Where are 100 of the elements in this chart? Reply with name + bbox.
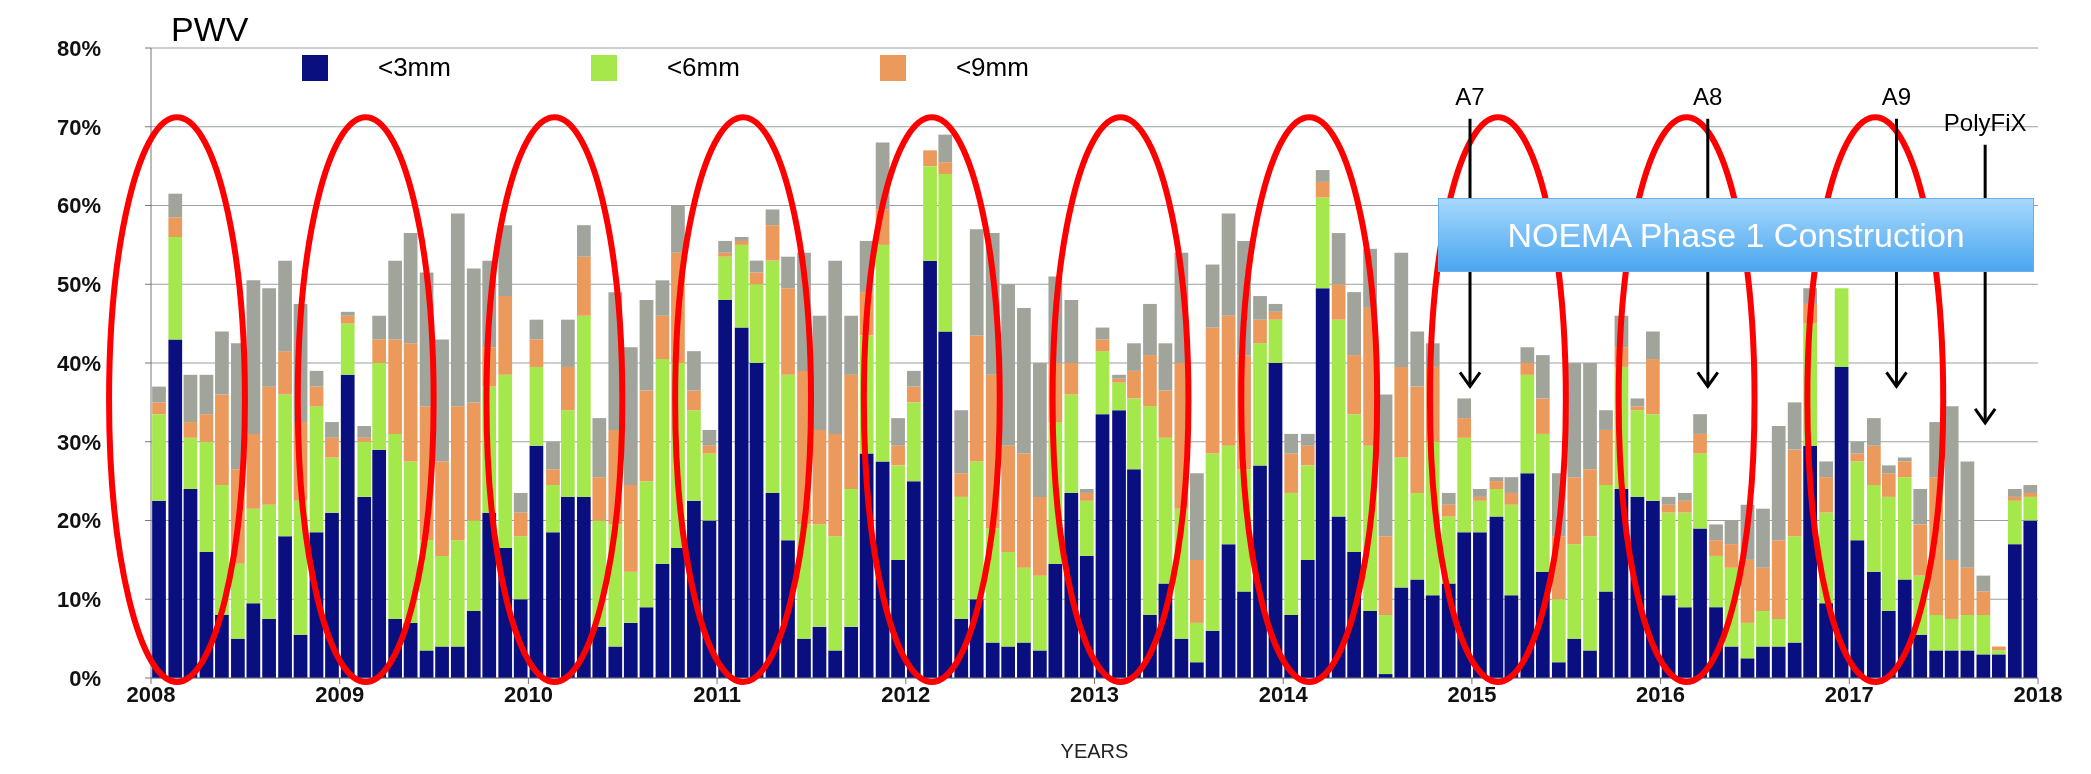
bar — [513, 536, 528, 600]
x-tick-label: 2018 — [2013, 681, 2063, 707]
bar — [1929, 650, 1944, 678]
bar — [1033, 575, 1047, 651]
bar — [1489, 477, 1504, 482]
y-tick-label: 70% — [56, 114, 101, 140]
bar — [1819, 477, 1833, 513]
bar — [1300, 445, 1315, 466]
bar — [450, 646, 465, 678]
bar — [278, 351, 292, 395]
bar — [1630, 398, 1645, 407]
x-tick-label: 2009 — [315, 681, 365, 707]
bar — [1095, 339, 1110, 352]
bar — [702, 445, 717, 454]
bar — [168, 217, 183, 237]
bar — [828, 536, 843, 651]
bar — [2007, 496, 2022, 501]
bar — [435, 555, 449, 647]
bar — [215, 394, 229, 486]
bar — [718, 300, 732, 678]
bar — [1646, 359, 1660, 415]
bar — [325, 457, 339, 513]
bar — [1850, 540, 1865, 678]
bar — [891, 445, 905, 466]
bar — [718, 256, 732, 300]
bar — [309, 386, 324, 407]
bar — [152, 386, 166, 403]
bar — [639, 607, 654, 678]
bar — [1394, 587, 1409, 678]
bar — [309, 406, 324, 533]
bar — [1441, 504, 1456, 517]
bar — [1331, 233, 1346, 285]
bar — [1457, 418, 1472, 438]
bar — [340, 374, 355, 678]
y-tick-label: 30% — [56, 429, 101, 455]
bar — [513, 512, 528, 537]
chart-title: PWV — [171, 10, 249, 49]
bar — [199, 374, 214, 415]
bar — [1724, 646, 1739, 678]
bar — [1850, 461, 1865, 541]
bar — [576, 315, 591, 497]
bar — [1425, 595, 1440, 678]
bar — [734, 240, 749, 245]
bar — [1017, 567, 1031, 643]
bar — [1158, 437, 1173, 584]
bar — [1693, 433, 1707, 454]
bar — [1630, 406, 1645, 411]
x-tick-label: 2017 — [1824, 681, 1874, 707]
bar — [1944, 650, 1959, 678]
bar — [1347, 355, 1361, 415]
bar — [969, 335, 984, 462]
bar — [1284, 492, 1299, 615]
bar — [1599, 410, 1613, 430]
bar — [1976, 615, 1991, 655]
bar — [954, 496, 969, 619]
bar — [1221, 544, 1236, 678]
bar — [906, 481, 921, 678]
bar — [340, 315, 355, 324]
bar — [357, 437, 372, 442]
bar — [1064, 363, 1079, 395]
bar — [403, 343, 418, 462]
bar — [938, 134, 953, 163]
callout-box: NOEMA Phase 1 Construction — [1437, 197, 2035, 273]
bar — [1834, 366, 1849, 678]
bar — [576, 256, 591, 316]
bar — [718, 240, 732, 253]
bar — [231, 563, 245, 639]
bar — [183, 374, 198, 423]
bar — [1771, 540, 1786, 619]
bar — [1630, 410, 1645, 497]
bar — [1253, 343, 1267, 466]
bar — [797, 638, 811, 678]
bar — [529, 366, 544, 446]
bar — [1583, 469, 1597, 537]
bar — [1991, 650, 2006, 655]
bar — [812, 626, 827, 678]
bar — [1095, 414, 1110, 678]
bar — [1253, 319, 1267, 344]
bar — [372, 315, 387, 340]
bar — [1410, 386, 1425, 493]
bar — [639, 481, 654, 608]
bar — [1944, 618, 1959, 651]
bar — [1771, 618, 1786, 647]
bar — [183, 437, 198, 489]
bar — [765, 209, 780, 226]
bar — [1064, 394, 1079, 493]
bar — [1268, 363, 1283, 678]
bar — [828, 433, 843, 537]
bar — [954, 473, 969, 497]
bar — [278, 394, 292, 537]
bar — [246, 508, 261, 604]
bar — [1740, 622, 1755, 659]
bar — [1929, 615, 1944, 651]
bar — [529, 339, 544, 367]
bar — [1661, 504, 1676, 513]
bar — [1583, 650, 1597, 678]
bar — [655, 315, 670, 360]
bar — [1017, 453, 1031, 568]
bar — [1678, 500, 1692, 513]
bar — [450, 540, 465, 647]
